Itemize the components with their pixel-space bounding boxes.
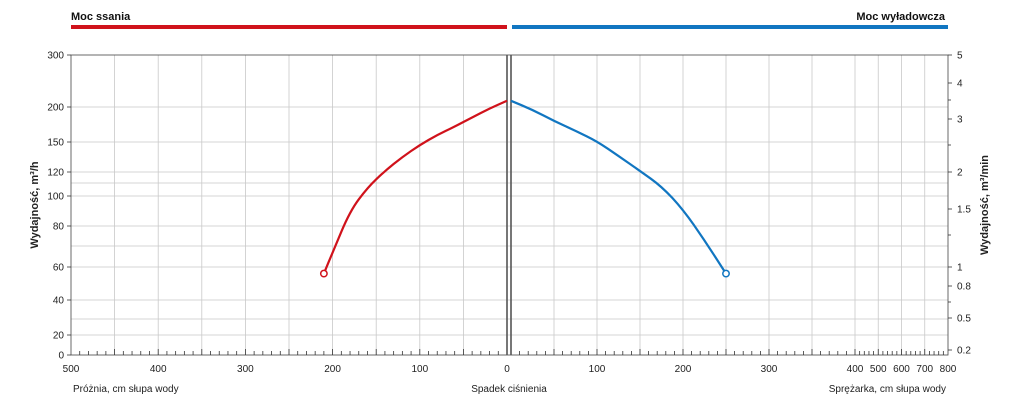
y-right-tick-label: 1 <box>957 263 963 274</box>
suction-header-title: Moc ssania <box>71 11 131 23</box>
y-left-tick-label: 80 <box>53 222 65 233</box>
axis-ticks <box>67 54 952 356</box>
y-right-tick-label: 0.5 <box>957 314 971 325</box>
x-right-tick-label: 300 <box>761 364 778 375</box>
x-right-tick-label: 100 <box>589 364 606 375</box>
y-left-tick-label: 200 <box>47 103 64 114</box>
discharge-series-endpoint-marker <box>722 269 730 278</box>
y-left-tick-label: 100 <box>47 192 64 203</box>
y-right-axis-title: Wydajność, m³/min <box>979 155 991 255</box>
y-right-tick-label: 2 <box>957 168 963 179</box>
x-right-tick-label: 700 <box>916 364 933 375</box>
x-left-tick-label: 400 <box>150 364 167 375</box>
y-left-tick-label: 300 <box>47 51 64 62</box>
suction-series-line <box>322 99 508 275</box>
discharge-series-line <box>510 99 728 275</box>
x-right-tick-label: 600 <box>893 364 910 375</box>
y-right-tick-label: 0.2 <box>957 346 971 357</box>
footer-center-label: Spadek ciśnienia <box>471 384 547 395</box>
y-left-tick-label: 60 <box>53 263 65 274</box>
x-right-tick-label: 400 <box>847 364 864 375</box>
discharge-header-title: Moc wyładowcza <box>856 11 946 23</box>
x-left-tick-label: 200 <box>324 364 341 375</box>
footer-right-label: Sprężarka, cm słupa wody <box>829 384 946 395</box>
x-left-tick-label: 500 <box>63 364 80 375</box>
y-right-tick-label: 5 <box>957 51 963 62</box>
y-left-tick-label: 150 <box>47 138 64 149</box>
series <box>319 99 730 278</box>
y-right-tick-label: 4 <box>957 79 963 90</box>
x-right-tick-label: 200 <box>675 364 692 375</box>
plot-frame <box>70 54 949 356</box>
suction-series-endpoint-marker <box>319 269 328 278</box>
grid <box>71 55 948 355</box>
x-right-tick-label: 800 <box>940 364 957 375</box>
x-left-tick-label: 300 <box>237 364 254 375</box>
y-right-tick-label: 1.5 <box>957 205 971 216</box>
y-left-axis-title: Wydajność, m³/h <box>29 161 41 248</box>
y-right-tick-label: 0.8 <box>957 282 971 293</box>
x-left-tick-label: 100 <box>411 364 428 375</box>
x-left-tick-label: 0 <box>504 364 510 375</box>
y-left-tick-label: 0 <box>58 351 64 362</box>
x-right-tick-label: 500 <box>870 364 887 375</box>
y-left-tick-label: 40 <box>53 296 65 307</box>
footer-left-label: Próżnia, cm słupa wody <box>73 384 179 395</box>
y-left-tick-label: 20 <box>53 331 65 342</box>
y-right-tick-label: 3 <box>957 115 963 126</box>
axis-labels: 0204060801001201502003000.20.50.811.5234… <box>47 51 971 376</box>
y-left-tick-label: 120 <box>47 168 64 179</box>
